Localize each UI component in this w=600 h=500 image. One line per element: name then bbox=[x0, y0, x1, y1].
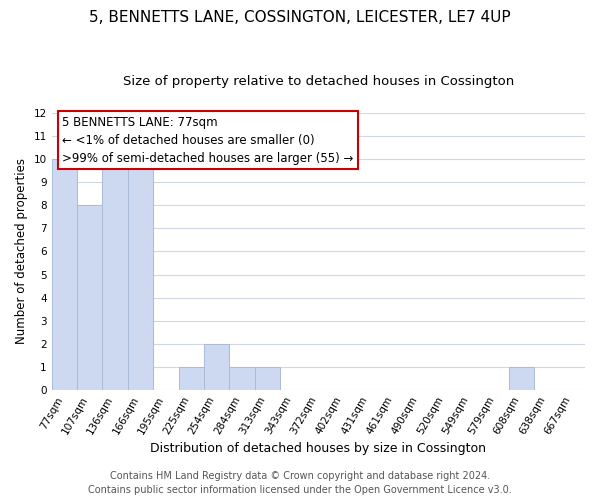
Bar bbox=[103, 159, 128, 390]
Text: Contains HM Land Registry data © Crown copyright and database right 2024.
Contai: Contains HM Land Registry data © Crown c… bbox=[88, 471, 512, 495]
Bar bbox=[179, 367, 204, 390]
Bar bbox=[229, 367, 255, 390]
X-axis label: Distribution of detached houses by size in Cossington: Distribution of detached houses by size … bbox=[151, 442, 487, 455]
Bar bbox=[509, 367, 534, 390]
Bar bbox=[255, 367, 280, 390]
Text: 5 BENNETTS LANE: 77sqm
← <1% of detached houses are smaller (0)
>99% of semi-det: 5 BENNETTS LANE: 77sqm ← <1% of detached… bbox=[62, 116, 354, 164]
Title: Size of property relative to detached houses in Cossington: Size of property relative to detached ho… bbox=[123, 75, 514, 88]
Y-axis label: Number of detached properties: Number of detached properties bbox=[15, 158, 28, 344]
Bar bbox=[77, 205, 103, 390]
Bar bbox=[128, 159, 153, 390]
Bar bbox=[204, 344, 229, 390]
Text: 5, BENNETTS LANE, COSSINGTON, LEICESTER, LE7 4UP: 5, BENNETTS LANE, COSSINGTON, LEICESTER,… bbox=[89, 10, 511, 25]
Bar bbox=[52, 159, 77, 390]
